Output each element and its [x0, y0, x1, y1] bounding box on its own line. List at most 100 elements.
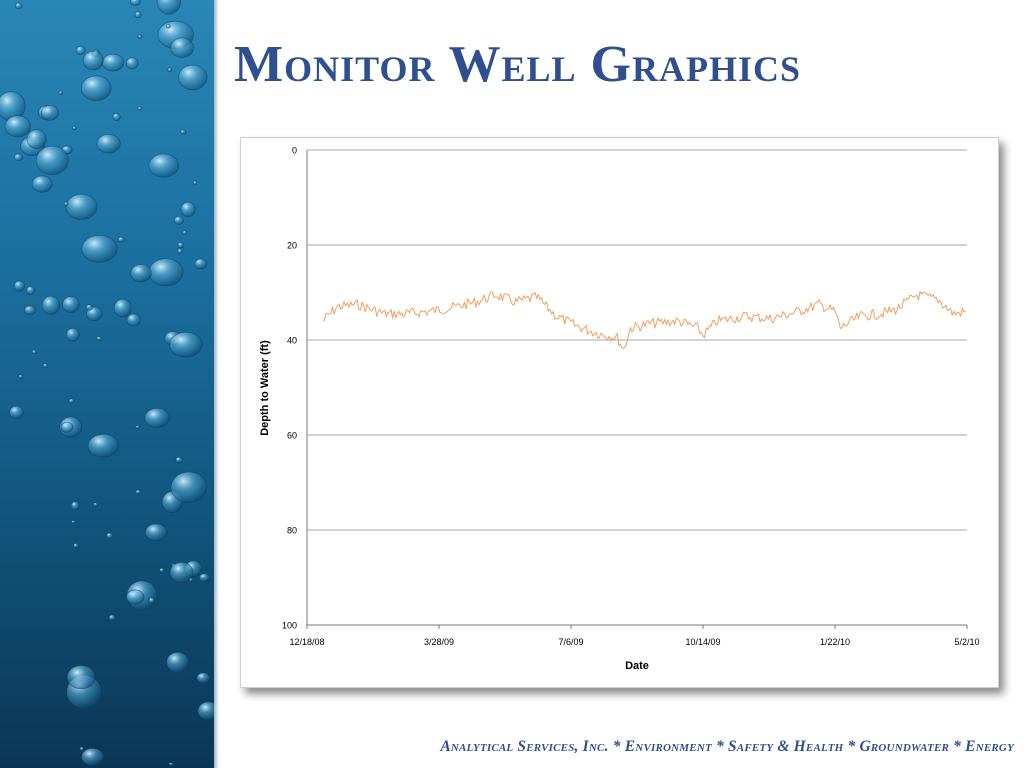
- bubble-shape: [71, 519, 76, 524]
- bubble-shape: [81, 234, 118, 263]
- bubble-shape: [182, 230, 188, 236]
- bubble-shape: [96, 133, 121, 154]
- bubble-shape: [168, 762, 174, 767]
- bubble-shape: [82, 50, 104, 71]
- bubble-shape: [134, 11, 142, 19]
- water-bubbles-image: [0, 0, 214, 768]
- x-tick-label: 7/6/09: [558, 637, 583, 647]
- bubble-shape: [8, 405, 24, 420]
- bubble-shape: [137, 106, 143, 111]
- bubble-shape: [148, 153, 180, 178]
- bubble-shape: [175, 456, 183, 464]
- bubble-shape: [177, 241, 185, 249]
- bubble-shape: [13, 280, 25, 292]
- bubble-shape: [65, 327, 80, 342]
- bubble-shape: [13, 153, 23, 162]
- bubbles-art: [0, 0, 214, 767]
- bubble-shape: [79, 746, 85, 752]
- gridlines: [307, 149, 967, 626]
- bubble-shape: [92, 502, 98, 508]
- bubble-shape: [70, 501, 80, 511]
- x-tick-label: 3/28/09: [424, 637, 454, 647]
- bubble-shape: [170, 471, 207, 504]
- page-title: Monitor Well Graphics: [234, 36, 802, 93]
- bubble-shape: [62, 296, 80, 313]
- bubble-shape: [198, 573, 210, 582]
- bubble-shape: [108, 614, 116, 622]
- bubble-shape: [112, 112, 121, 122]
- y-tick-label: 0: [292, 146, 297, 156]
- x-tick-labels: 12/18/08 3/28/09 7/6/09 10/14/09 1/22/10 5/2/…: [289, 637, 979, 647]
- bubble-shape: [35, 145, 69, 176]
- bubble-shape: [14, 2, 23, 10]
- bubble-shape: [87, 433, 120, 458]
- bubble-shape: [166, 651, 190, 673]
- bubble-shape: [148, 597, 155, 604]
- y-tick-label: 100: [282, 621, 297, 631]
- bubble-shape: [126, 313, 141, 327]
- bubble-shape: [40, 105, 59, 121]
- y-axis-label: Depth to Water (ft): [259, 340, 271, 436]
- bubble-shape: [117, 236, 126, 243]
- axes: [306, 150, 968, 629]
- x-tick-label: 12/18/08: [289, 637, 324, 647]
- bubble-shape: [158, 567, 165, 573]
- bubble-shape: [135, 425, 141, 429]
- bubble-shape: [125, 589, 145, 605]
- x-axis-label: Date: [625, 660, 649, 672]
- chart-card: 0 20 40 60 80 100 12/18/08 3/28/09 7/6/09 10/14/…: [240, 137, 999, 688]
- y-tick-label: 40: [287, 336, 297, 346]
- bubble-shape: [180, 129, 187, 135]
- bubble-shape: [125, 57, 139, 70]
- bubble-shape: [65, 193, 98, 220]
- bubble-shape: [81, 748, 105, 766]
- x-tick-label: 10/14/09: [685, 637, 720, 647]
- bubble-shape: [173, 215, 184, 225]
- bubble-shape: [60, 421, 74, 433]
- bubble-shape: [148, 258, 184, 287]
- bubble-shape: [85, 304, 94, 311]
- bubble-shape: [102, 53, 125, 72]
- bubble-shape: [156, 0, 181, 15]
- bubble-shape: [165, 24, 171, 29]
- bubble-shape: [130, 0, 141, 6]
- y-tick-label: 20: [287, 241, 297, 251]
- bubble-shape: [178, 64, 208, 91]
- bubble-shape: [41, 295, 61, 315]
- bubble-shape: [63, 201, 69, 207]
- bubble-shape: [26, 129, 47, 150]
- series-line: [322, 290, 966, 349]
- bubble-shape: [26, 285, 36, 295]
- x-tick-label: 1/22/10: [820, 637, 850, 647]
- footer-tagline: Analytical Services, Inc. * Environment …: [440, 738, 1014, 755]
- bubble-shape: [170, 37, 194, 58]
- bubble-shape: [42, 363, 49, 369]
- bubble-shape: [96, 335, 103, 341]
- bubble-shape: [144, 407, 170, 428]
- y-tick-label: 80: [287, 526, 297, 536]
- bubble-shape: [194, 258, 208, 270]
- bubble-shape: [192, 180, 198, 186]
- bubble-shape: [144, 523, 168, 542]
- bubble-shape: [66, 665, 96, 690]
- bubble-shape: [197, 701, 214, 721]
- bubble-shape: [113, 298, 132, 318]
- bubble-shape: [169, 561, 194, 583]
- bubble-shape: [135, 489, 142, 495]
- bubble-shape: [18, 374, 24, 379]
- y-tick-labels: 0 20 40 60 80 100: [282, 146, 297, 631]
- bubble-shape: [130, 264, 152, 283]
- bubble-shape: [169, 331, 203, 358]
- bubble-shape: [196, 672, 211, 684]
- bubble-shape: [23, 305, 37, 316]
- bubble-shape: [137, 34, 143, 39]
- bubble-shape: [72, 125, 77, 131]
- series-layer: [322, 290, 966, 349]
- bubble-shape: [58, 90, 63, 95]
- bubble-shape: [180, 201, 196, 218]
- bubble-shape: [68, 398, 75, 404]
- y-tick-label: 60: [287, 431, 297, 441]
- bubble-shape: [106, 532, 114, 540]
- bubble-shape: [75, 45, 86, 56]
- bubble-shape: [73, 543, 79, 549]
